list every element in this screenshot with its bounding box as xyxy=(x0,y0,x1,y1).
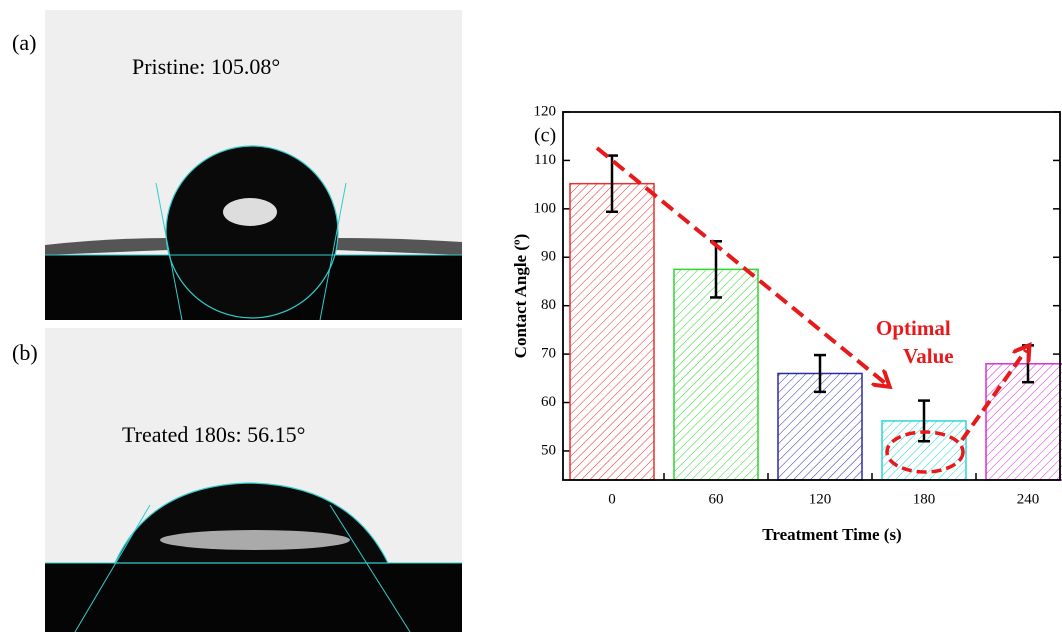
x-tick-label: 60 xyxy=(709,491,724,507)
y-tick-label: 90 xyxy=(541,249,556,265)
x-axis-label: Treatment Time (s) xyxy=(762,525,901,544)
bar xyxy=(673,268,759,481)
panel-label: (b) xyxy=(12,340,38,365)
arrow xyxy=(960,350,1026,442)
annotation: Value xyxy=(903,344,954,368)
plot-frame xyxy=(562,111,1061,481)
x-tick-label: 120 xyxy=(809,491,832,507)
y-tick-label: 80 xyxy=(541,297,556,313)
bar xyxy=(569,182,655,481)
y-axis-label: Contact Angle (º) xyxy=(511,234,530,359)
panel-label: (c) xyxy=(534,125,556,147)
panel-label: (a) xyxy=(12,30,36,55)
y-tick-label: 60 xyxy=(541,394,556,410)
x-tick-label: 180 xyxy=(913,491,936,507)
annotation: Optimal xyxy=(876,316,951,340)
x-tick-label: 0 xyxy=(608,491,616,507)
y-tick-label: 100 xyxy=(534,200,557,216)
y-tick-label: 120 xyxy=(534,103,557,119)
y-tick-label: 110 xyxy=(534,152,556,168)
photo-caption: Pristine: 105.08° xyxy=(132,54,280,79)
highlight-ellipse xyxy=(885,430,965,474)
x-tick-label: 240 xyxy=(1017,491,1040,507)
y-tick-label: 50 xyxy=(541,442,556,458)
photo-b xyxy=(45,328,462,632)
bar-chart: 50 60 70 80 90 100 110 120 0 60 120 180 240 (c) Treatm… xyxy=(511,103,1062,544)
photo-a xyxy=(45,10,462,321)
photo-caption: Treated 180s: 56.15° xyxy=(122,422,305,447)
y-tick-label: 70 xyxy=(541,346,556,362)
